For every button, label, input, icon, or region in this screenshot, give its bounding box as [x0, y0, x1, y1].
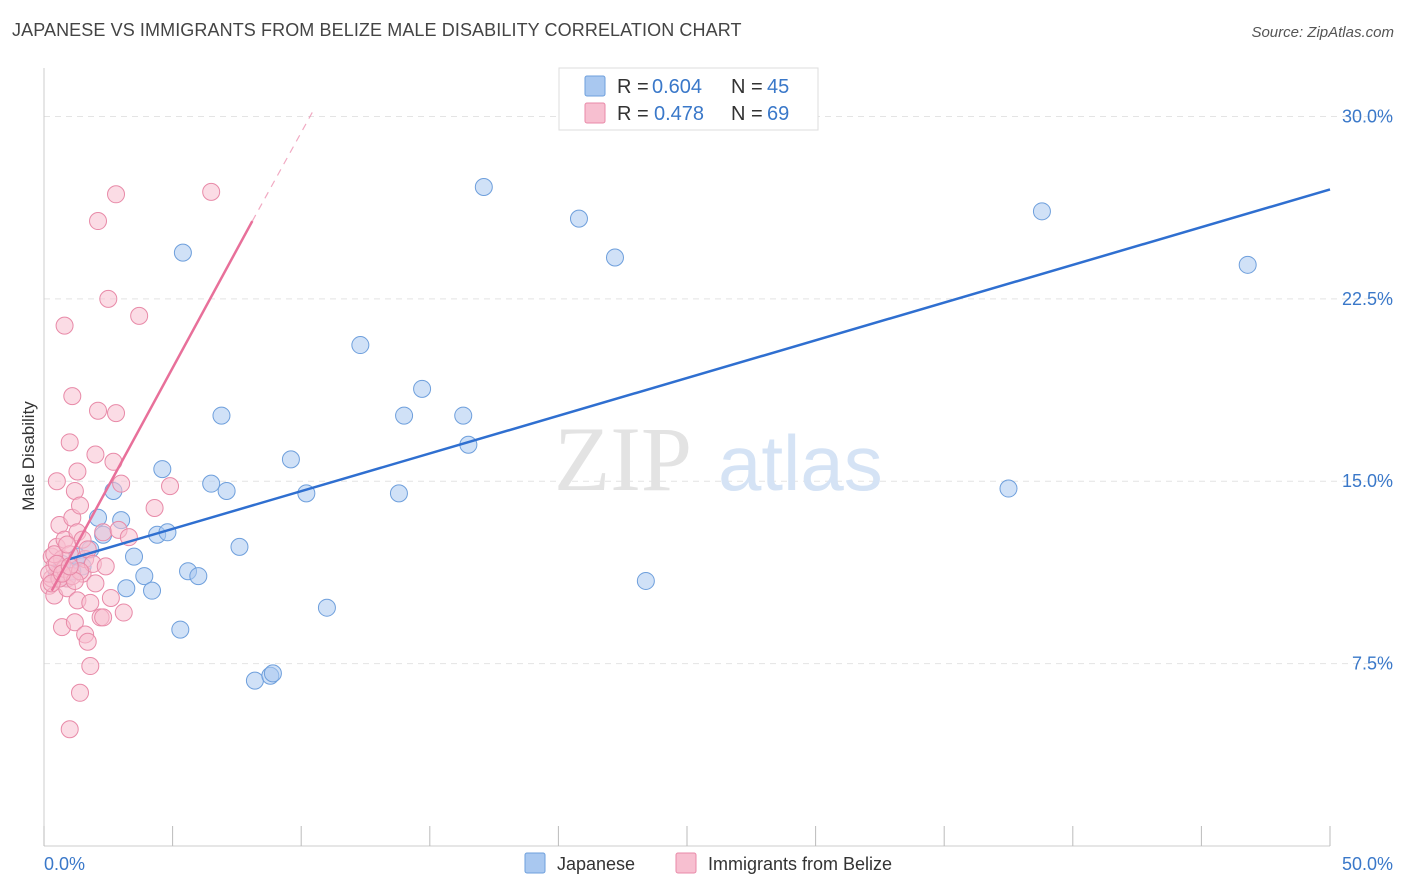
- point-japanese-29: [395, 406, 414, 425]
- legend-n-label-0: N =: [731, 76, 763, 98]
- point-japanese-8: [135, 567, 154, 586]
- point-belize-16: [60, 433, 79, 452]
- point-belize-26: [71, 496, 90, 515]
- point-belize-21: [65, 613, 84, 632]
- point-belize-36: [86, 574, 105, 593]
- watermark-atlas: atlas: [718, 419, 883, 507]
- point-japanese-33: [474, 177, 493, 196]
- point-belize-54: [145, 498, 164, 517]
- point-japanese-11: [153, 460, 172, 479]
- point-belize-47: [107, 404, 126, 423]
- x-tick-label-min: 0.0%: [44, 854, 85, 874]
- bottom-legend-label-japanese: Japanese: [557, 854, 635, 874]
- legend-r-label-0: R =: [617, 76, 649, 98]
- point-japanese-26: [317, 598, 336, 617]
- point-japanese-6: [117, 579, 136, 598]
- legend-r-value-1: 0.478: [654, 103, 704, 125]
- point-japanese-37: [999, 479, 1018, 498]
- axes: [43, 68, 1331, 847]
- point-japanese-24: [281, 450, 300, 469]
- point-belize-50: [114, 603, 133, 622]
- point-belize-52: [107, 185, 126, 204]
- point-belize-33: [81, 657, 100, 676]
- gridlines: [44, 115, 1393, 665]
- point-japanese-34: [569, 209, 588, 228]
- point-japanese-31: [454, 406, 473, 425]
- point-japanese-23: [263, 664, 282, 683]
- point-belize-45: [101, 588, 120, 607]
- point-japanese-38: [1032, 202, 1051, 221]
- legend-swatch-japanese: [584, 75, 606, 97]
- point-japanese-18: [212, 406, 231, 425]
- legend-r-value-0: 0.604: [652, 76, 702, 98]
- point-belize-43: [96, 557, 115, 576]
- bottom-legend-label-belize: Immigrants from Belize: [708, 854, 892, 874]
- legend-r-label-1: R =: [617, 103, 649, 125]
- legend-swatch-belize: [584, 102, 606, 124]
- point-belize-12: [55, 316, 74, 335]
- point-japanese-35: [605, 248, 624, 267]
- point-japanese-20: [230, 537, 249, 556]
- y-tick-label-0: 7.5%: [1352, 654, 1393, 674]
- point-belize-53: [130, 306, 149, 325]
- point-japanese-16: [189, 567, 208, 586]
- watermark: ZIP atlas: [554, 408, 883, 510]
- bottom-legend-swatch-belize: [675, 852, 697, 874]
- point-belize-44: [99, 289, 118, 308]
- y-axis-title: Male Disability: [19, 401, 38, 511]
- bottom-legend-swatch-japanese: [524, 852, 546, 874]
- point-japanese-36: [636, 571, 655, 590]
- point-japanese-7: [125, 547, 144, 566]
- point-belize-37: [86, 445, 105, 464]
- point-belize-19: [63, 387, 82, 406]
- point-japanese-13: [171, 620, 190, 639]
- legend-box: R = 0.604 N = 45 R = 0.478 N = 69: [558, 67, 819, 131]
- x-tick-label-max: 50.0%: [1342, 854, 1393, 874]
- y-tick-label-2: 22.5%: [1342, 289, 1393, 309]
- point-japanese-14: [173, 243, 192, 262]
- point-japanese-30: [413, 379, 432, 398]
- point-japanese-9: [143, 581, 162, 600]
- point-japanese-19: [217, 481, 236, 500]
- point-japanese-28: [389, 484, 408, 503]
- y-tick-label-1: 15.0%: [1342, 471, 1393, 491]
- point-belize-31: [78, 632, 97, 651]
- source-credit: Source: ZipAtlas.com: [1251, 24, 1394, 41]
- chart-title: JAPANESE VS IMMIGRANTS FROM BELIZE MALE …: [12, 20, 742, 40]
- legend-n-label-1: N =: [731, 103, 763, 125]
- trend-line-extension-belize: [251, 108, 315, 222]
- point-belize-17: [60, 720, 79, 739]
- point-belize-24: [68, 462, 87, 481]
- point-japanese-27: [351, 336, 370, 355]
- data-points: [40, 177, 1257, 739]
- point-belize-56: [202, 182, 221, 201]
- point-belize-6: [47, 472, 66, 491]
- point-belize-25: [71, 683, 90, 702]
- trend-line-japanese: [69, 188, 1331, 561]
- legend-n-value-0: 45: [767, 76, 789, 98]
- point-japanese-39: [1238, 255, 1257, 274]
- point-belize-41: [94, 608, 113, 627]
- y-tick-label-3: 30.0%: [1342, 106, 1393, 126]
- bottom-legend: Japanese Immigrants from Belize: [524, 852, 892, 874]
- point-belize-38: [89, 401, 108, 420]
- trend-line-belize: [50, 220, 254, 592]
- y-tick-labels: 7.5% 15.0% 22.5% 30.0%: [1342, 106, 1393, 673]
- legend-n-value-1: 69: [767, 103, 789, 125]
- point-japanese-21: [245, 671, 264, 690]
- point-belize-42: [94, 523, 113, 542]
- point-belize-34: [81, 593, 100, 612]
- point-belize-39: [89, 212, 108, 231]
- trend-lines: [50, 108, 1331, 592]
- watermark-zip: ZIP: [554, 408, 692, 510]
- x-tick-labels: 0.0% 50.0%: [44, 854, 1393, 874]
- point-belize-55: [161, 477, 180, 496]
- point-japanese-17: [202, 474, 221, 493]
- point-belize-49: [112, 474, 131, 493]
